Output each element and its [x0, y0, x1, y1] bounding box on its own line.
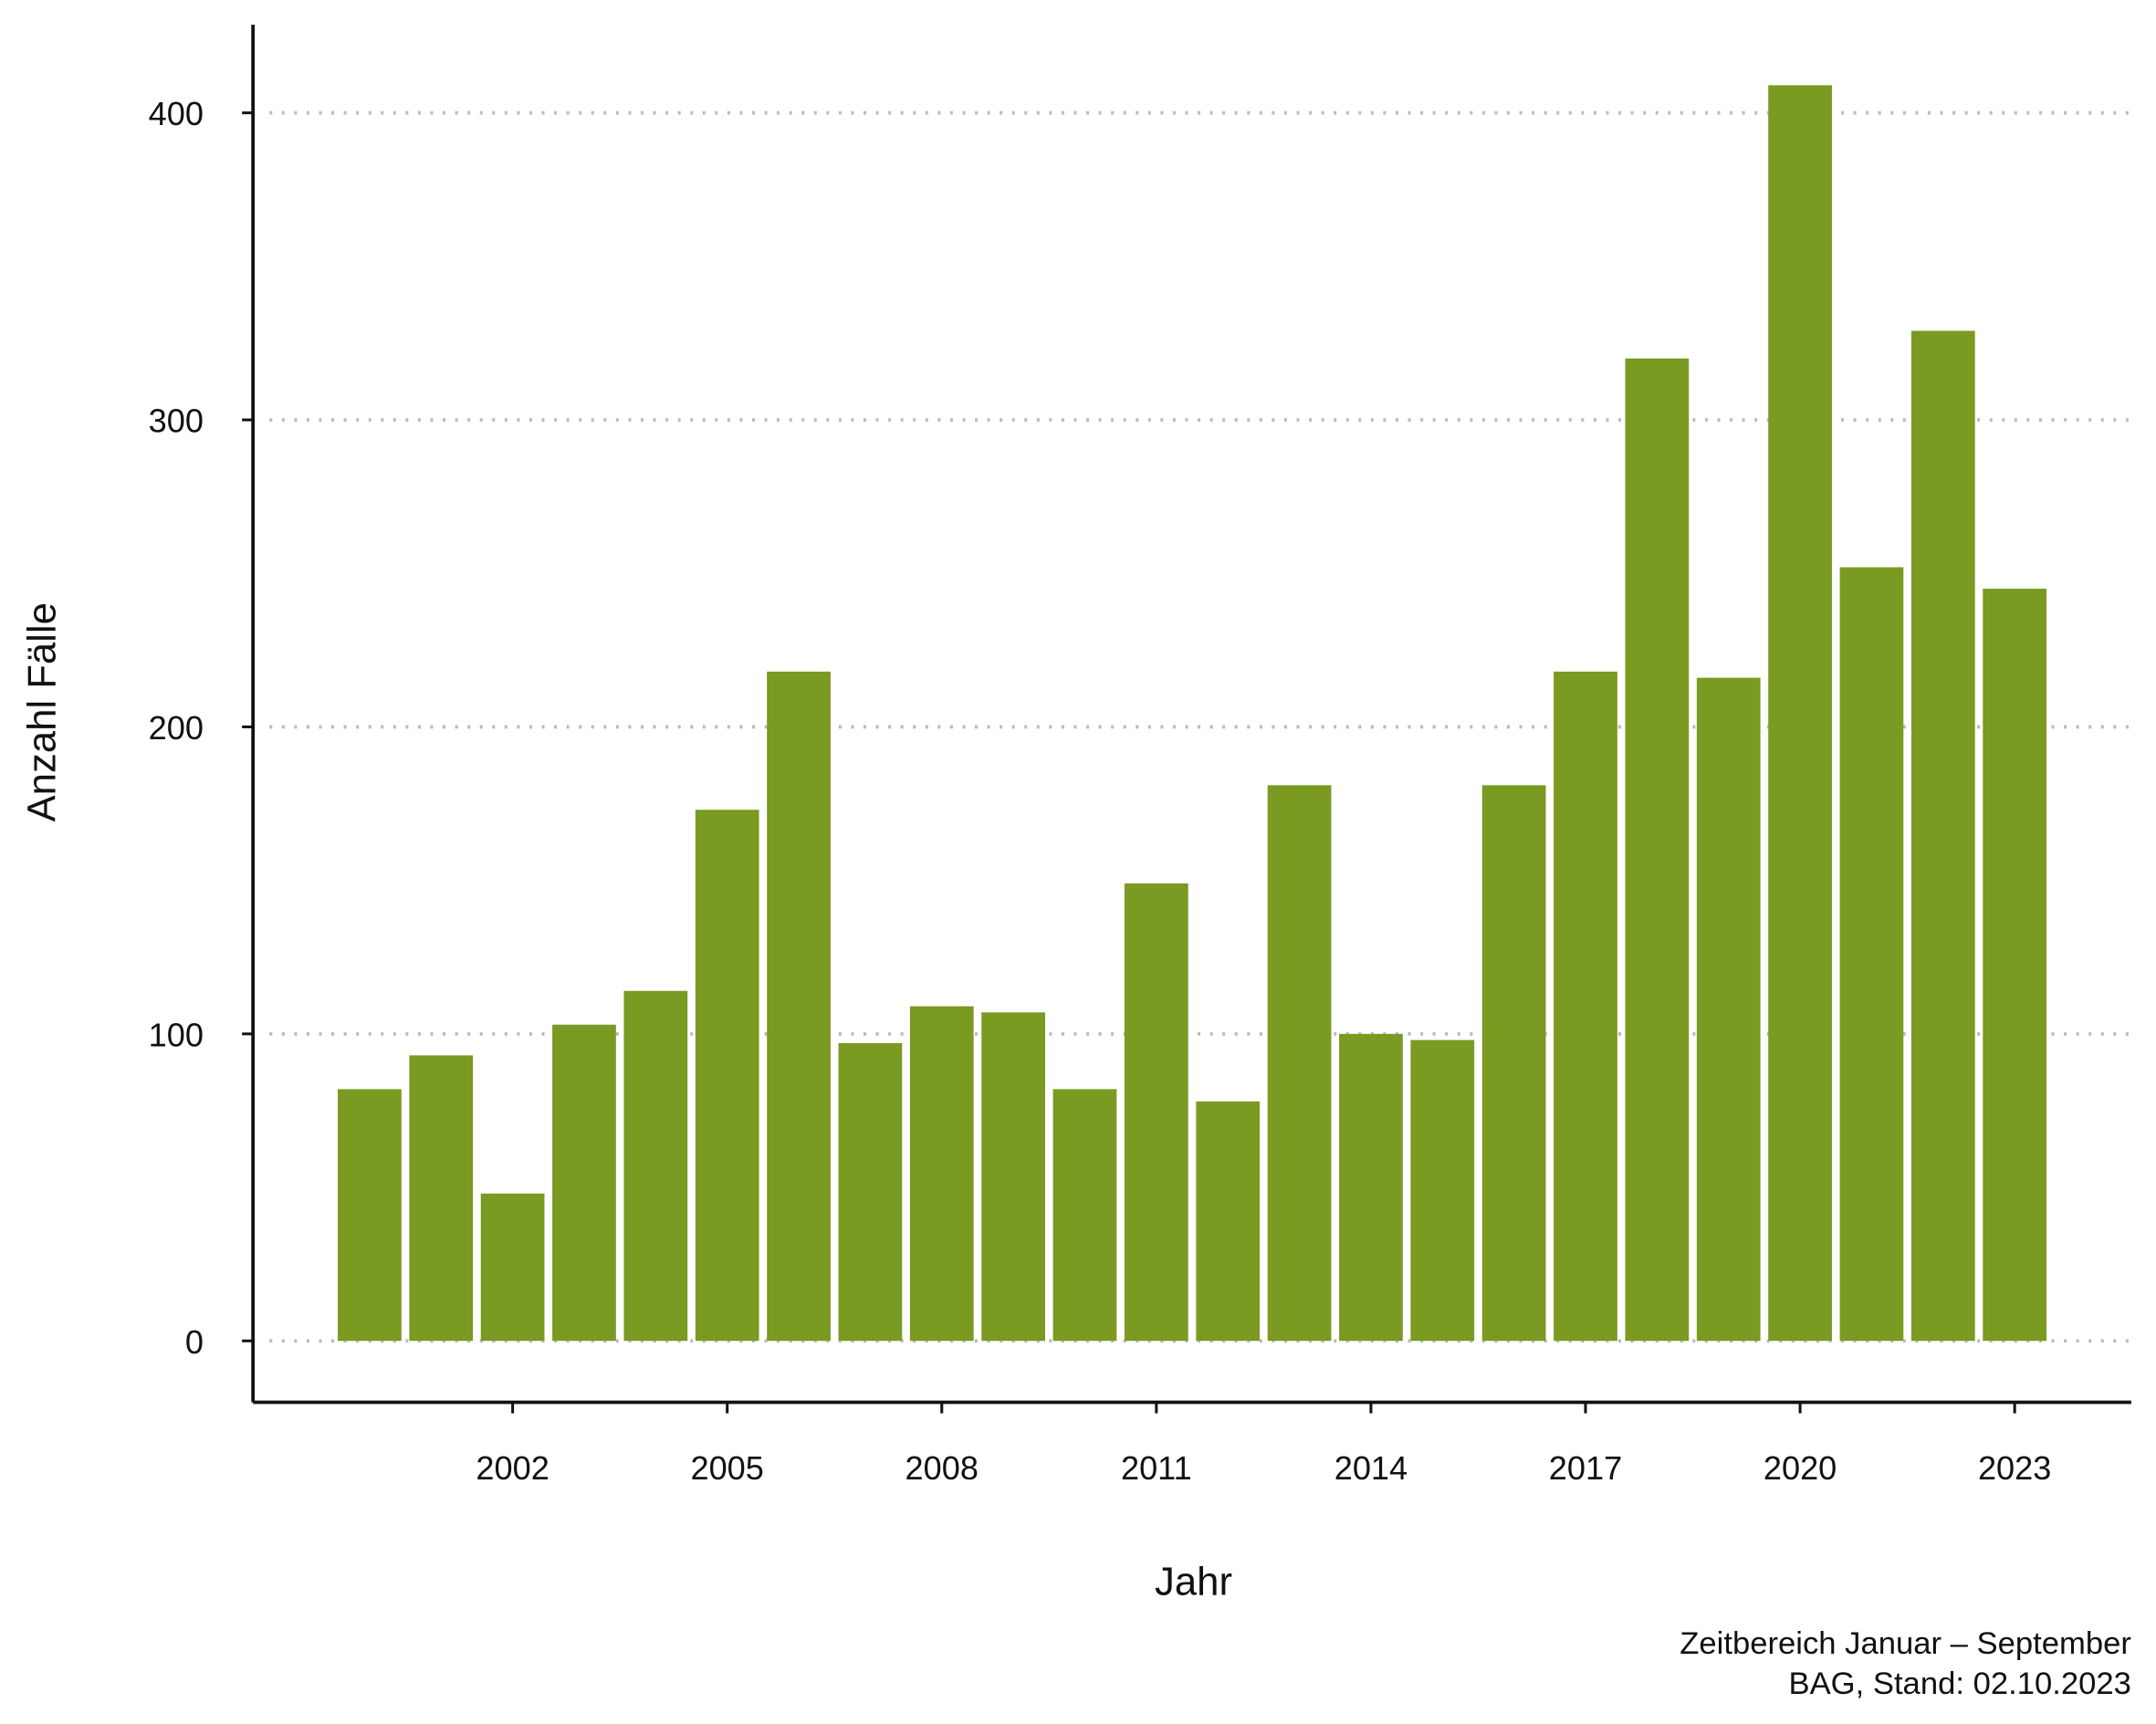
bar — [1196, 1101, 1261, 1342]
bar — [1554, 671, 1617, 1342]
bar — [1625, 358, 1690, 1342]
bar — [909, 1006, 974, 1342]
x-tick-label: 2005 — [690, 1449, 763, 1487]
y-tick-label: 0 — [185, 1323, 204, 1361]
x-tick-label: 2014 — [1334, 1449, 1408, 1487]
x-axis-label: Jahr — [1155, 1559, 1232, 1604]
bar — [1339, 1033, 1403, 1342]
bar — [1267, 785, 1332, 1342]
x-tick-label: 2020 — [1764, 1449, 1837, 1487]
bar — [480, 1193, 545, 1342]
note: Zeitbereich Januar – September — [1680, 1626, 2131, 1661]
bar — [695, 810, 759, 1342]
bar — [838, 1042, 903, 1342]
note: BAG, Stand: 02.10.2023 — [1788, 1667, 2130, 1701]
bar — [767, 671, 831, 1342]
bar — [1983, 589, 2047, 1342]
bar — [981, 1012, 1046, 1342]
bar — [1410, 1040, 1475, 1342]
bar — [1839, 567, 1904, 1342]
y-tick-label: 400 — [149, 95, 204, 132]
bar — [409, 1055, 474, 1342]
bar — [1052, 1089, 1117, 1342]
bar — [1696, 677, 1761, 1342]
bar — [1910, 330, 1975, 1342]
x-tick-label: 2002 — [476, 1449, 549, 1487]
y-tick-label: 100 — [149, 1016, 204, 1053]
y-tick-label: 300 — [149, 402, 204, 440]
bar — [1768, 85, 1832, 1342]
bar — [1124, 883, 1188, 1342]
bar — [338, 1089, 402, 1342]
x-tick-label: 2008 — [905, 1449, 979, 1487]
bar — [623, 990, 688, 1342]
y-tick-label: 200 — [149, 709, 204, 747]
bar — [552, 1024, 616, 1342]
y-axis-label: Anzahl Fälle — [19, 602, 64, 821]
bar — [1481, 785, 1546, 1342]
x-tick-label: 2023 — [1978, 1449, 2051, 1487]
x-tick-label: 2017 — [1549, 1449, 1622, 1487]
x-tick-label: 2011 — [1121, 1449, 1192, 1487]
